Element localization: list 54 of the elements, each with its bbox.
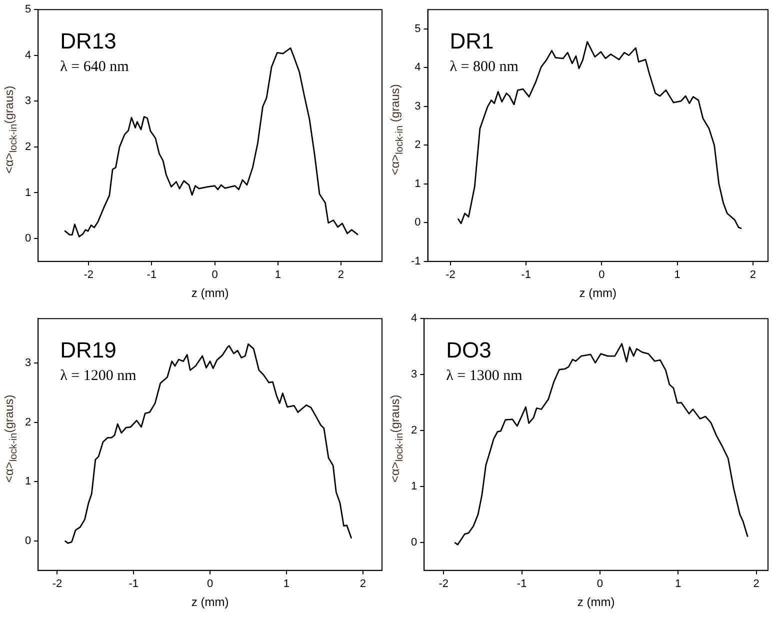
y-tick-label: 3 bbox=[410, 368, 418, 381]
x-tick-label: 2 bbox=[360, 578, 366, 590]
annotation: DO3 bbox=[446, 338, 492, 363]
x-axis-title: z (mm) bbox=[191, 595, 229, 610]
x-axis-title: z (mm) bbox=[579, 286, 617, 300]
x-tick-label: 0 bbox=[598, 269, 605, 282]
x-tick-label: -2 bbox=[446, 269, 456, 282]
annotation: DR19 bbox=[60, 338, 116, 363]
x-tick-label: 2 bbox=[753, 578, 760, 590]
x-tick-label: -2 bbox=[438, 578, 449, 590]
x-tick-label: -2 bbox=[84, 269, 94, 282]
y-tick-label: 4 bbox=[410, 312, 418, 325]
y-tick-label: 3 bbox=[24, 357, 32, 370]
x-tick-label: -1 bbox=[146, 269, 157, 282]
x-tick-label: -2 bbox=[52, 578, 62, 590]
annotation: DR13 bbox=[60, 28, 116, 54]
y-tick-label: 1 bbox=[24, 186, 32, 199]
y-tick-label: 1 bbox=[410, 480, 418, 492]
y-tick-label: 1 bbox=[414, 178, 421, 190]
y-tick-label: 3 bbox=[414, 100, 421, 112]
x-tick-label: -1 bbox=[128, 578, 139, 590]
x-tick-label: 0 bbox=[212, 269, 218, 282]
y-tick-label: 0 bbox=[24, 534, 32, 547]
x-tick-label: -1 bbox=[521, 269, 531, 282]
y-tick-label: 0 bbox=[24, 232, 32, 245]
y-tick-label: 5 bbox=[24, 4, 32, 16]
annotation: λ = 640 nm bbox=[60, 59, 130, 76]
y-tick-label: 3 bbox=[24, 95, 32, 108]
x-tick-label: 1 bbox=[274, 269, 281, 282]
y-tick-label: 1 bbox=[24, 476, 32, 488]
x-tick-label: 1 bbox=[674, 269, 680, 282]
y-tick-label: 2 bbox=[410, 424, 418, 437]
y-tick-label: 0 bbox=[414, 216, 421, 229]
y-tick-label: 2 bbox=[24, 416, 32, 428]
annotation: λ = 1300 nm bbox=[446, 368, 523, 384]
y-tick-label: 4 bbox=[24, 49, 32, 62]
y-tick-label: 5 bbox=[414, 23, 421, 35]
x-tick-label: 0 bbox=[596, 578, 604, 590]
y-tick-label: 4 bbox=[414, 62, 421, 74]
annotation: λ = 800 nm bbox=[450, 59, 519, 76]
y-tick-label: -1 bbox=[411, 255, 421, 268]
y-tick-label: 2 bbox=[24, 140, 32, 153]
y-tick-label: 2 bbox=[414, 139, 421, 152]
x-axis-title: z (mm) bbox=[191, 286, 229, 300]
x-tick-label: 2 bbox=[750, 269, 756, 282]
x-tick-label: 0 bbox=[206, 578, 214, 590]
x-tick-label: 2 bbox=[338, 269, 344, 282]
x-axis-title: z (mm) bbox=[577, 595, 615, 610]
annotation: λ = 1200 nm bbox=[60, 368, 137, 384]
x-tick-label: 1 bbox=[283, 578, 290, 590]
y-tick-label: 0 bbox=[410, 536, 418, 548]
x-tick-label: 1 bbox=[675, 578, 682, 590]
x-tick-label: -1 bbox=[516, 578, 527, 590]
annotation: DR1 bbox=[450, 28, 494, 54]
